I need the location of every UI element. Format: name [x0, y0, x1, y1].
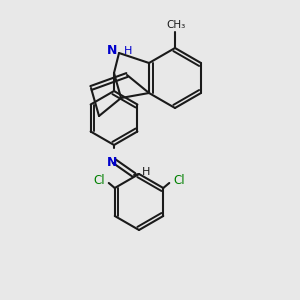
Text: N: N — [106, 44, 117, 58]
Text: H: H — [142, 167, 150, 177]
Text: Cl: Cl — [173, 175, 185, 188]
Text: H: H — [124, 46, 132, 56]
Text: CH₃: CH₃ — [167, 20, 186, 30]
Text: N: N — [107, 156, 117, 169]
Text: Cl: Cl — [93, 175, 105, 188]
